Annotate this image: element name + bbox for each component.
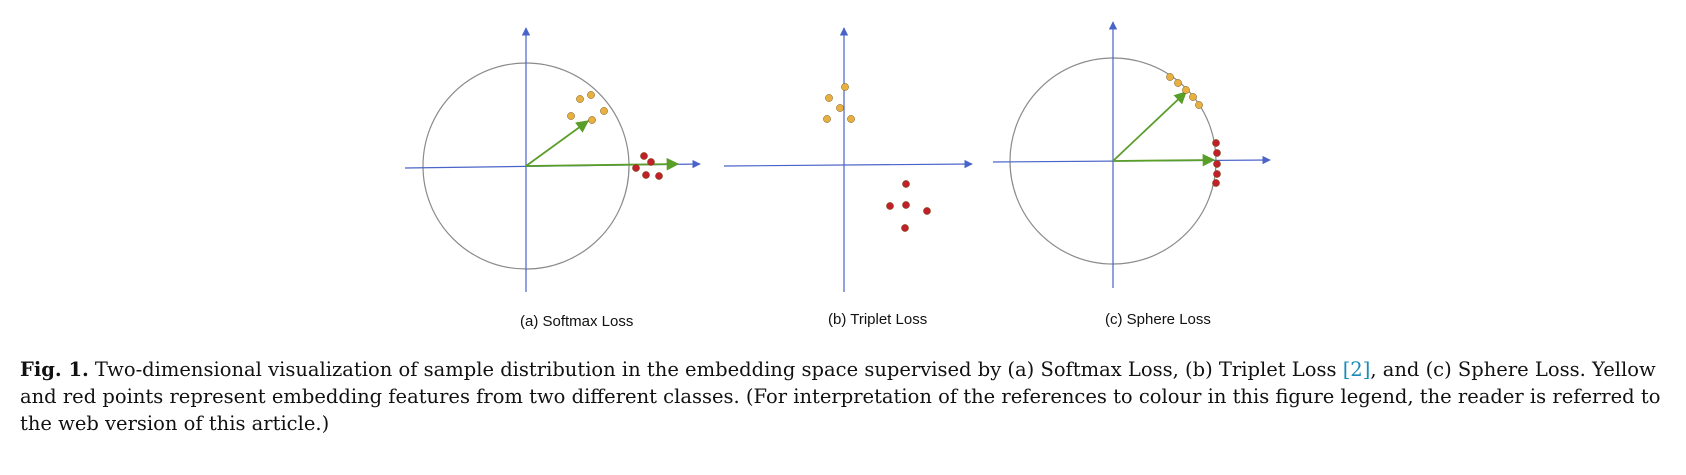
red-point — [1212, 139, 1220, 147]
red-point — [647, 158, 655, 166]
yellow-point — [1182, 86, 1190, 94]
red-point — [902, 180, 910, 188]
yellow-class-arrow — [1112, 91, 1187, 162]
yellow-class-arrow — [525, 120, 590, 167]
red-point — [923, 207, 931, 215]
panel-c-sphere — [992, 21, 1271, 288]
reference-link[interactable]: [2] — [1342, 358, 1371, 381]
figure-drawing — [404, 21, 1271, 292]
red-point — [640, 152, 648, 160]
x-axis — [723, 159, 973, 169]
figure-1: (a) Softmax Loss (b) Triplet Loss (c) Sp… — [404, 21, 1271, 330]
red-points — [632, 152, 663, 180]
panel-c-label: (c) Sphere Loss — [1105, 311, 1211, 328]
red-points — [1212, 139, 1221, 187]
red-class-arrow — [525, 157, 680, 171]
yellow-point — [836, 104, 844, 112]
yellow-point — [587, 91, 595, 99]
yellow-point — [1166, 73, 1174, 81]
red-point — [1212, 179, 1220, 187]
yellow-point — [588, 116, 596, 124]
yellow-point — [567, 112, 575, 120]
yellow-point — [847, 115, 855, 123]
panel-b-triplet — [723, 27, 973, 292]
red-point — [642, 171, 650, 179]
red-point — [1213, 149, 1221, 157]
red-point — [632, 164, 640, 172]
red-class-arrow — [1112, 153, 1216, 167]
yellow-point — [576, 95, 584, 103]
yellow-point — [1174, 79, 1182, 87]
red-point — [1213, 160, 1221, 168]
yellow-points — [567, 91, 608, 124]
yellow-point — [1189, 93, 1197, 101]
red-point — [886, 202, 894, 210]
figure-caption: Fig. 1. Two-dimensional visualization of … — [20, 356, 1672, 437]
red-point — [902, 201, 910, 209]
panel-b-label: (b) Triplet Loss — [828, 311, 928, 328]
red-point — [655, 172, 663, 180]
yellow-points — [1166, 73, 1203, 109]
figure-label: Fig. 1. — [20, 358, 89, 381]
red-point — [901, 224, 909, 232]
yellow-point — [841, 83, 849, 91]
panel-a-softmax — [404, 27, 701, 292]
caption-text-part-1: Two-dimensional visualization of sample … — [94, 358, 1343, 381]
yellow-point — [1195, 101, 1203, 109]
yellow-point — [600, 107, 608, 115]
red-point — [1213, 170, 1221, 178]
yellow-points — [823, 83, 855, 123]
caption-text-part-2: , and (c) Sphere Loss. Yellow and red po… — [20, 358, 1661, 435]
panel-a-label: (a) Softmax Loss — [520, 313, 634, 330]
yellow-point — [825, 94, 833, 102]
yellow-point — [823, 115, 831, 123]
red-points — [886, 180, 931, 232]
